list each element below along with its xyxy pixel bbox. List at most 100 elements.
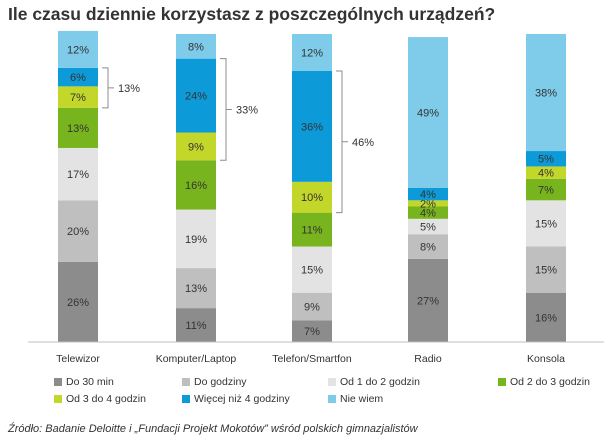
data-label: 5% xyxy=(420,222,436,234)
data-label: 13% xyxy=(67,123,89,135)
bar-segment-telewizor-nie-wiem xyxy=(58,30,98,68)
legend-swatch xyxy=(54,378,62,386)
bar-segment-telefon-smartfon-od-2-do-3-godzin xyxy=(292,212,332,247)
data-label: 27% xyxy=(417,295,439,307)
data-label: 7% xyxy=(304,326,320,338)
legend-item-od-3-do-4-godzin: Od 3 do 4 godzin xyxy=(54,393,182,405)
data-label: 17% xyxy=(67,169,89,181)
legend-item-od-2-do-3-godzin: Od 2 do 3 godzin xyxy=(498,376,599,388)
legend-item-wiecej-niz-4-godziny: Więcej niż 4 godziny xyxy=(182,393,328,405)
category-label: Telefon/Smartfon xyxy=(272,353,352,365)
data-label: 4% xyxy=(420,208,436,220)
bar-segment-telewizor-od-2-do-3-godzin xyxy=(58,107,98,148)
bar-segment-komputer-laptop-do-30-min xyxy=(176,308,216,342)
bar-segment-telefon-smartfon-od-3-do-4-godzin xyxy=(292,181,332,213)
bar-segment-telewizor-do-30-min xyxy=(58,261,98,342)
bar-segment-radio-od-1-do-2-godzin xyxy=(408,218,448,235)
data-label: 16% xyxy=(185,180,207,192)
bracket-telefon-smartfon xyxy=(336,70,348,214)
data-label: 4% xyxy=(420,189,436,201)
bar-segment-radio-od-3-do-4-godzin xyxy=(408,200,448,207)
data-label: 15% xyxy=(535,265,557,277)
data-label: 19% xyxy=(185,234,207,246)
data-label: 6% xyxy=(70,72,86,84)
bar-segment-telefon-smartfon-do-godziny xyxy=(292,292,332,321)
category-label: Radio xyxy=(414,353,442,365)
data-label: 11% xyxy=(301,225,322,237)
bar-segment-komputer-laptop-nie-wiem xyxy=(176,34,216,59)
data-label: 2% xyxy=(420,198,436,210)
legend-item-do-30-min: Do 30 min xyxy=(54,376,182,388)
legend-item-od-1-do-2-godzin: Od 1 do 2 godzin xyxy=(328,376,498,388)
bracket-label: 13% xyxy=(118,83,140,95)
data-label: 11% xyxy=(185,320,206,332)
bar-segment-telefon-smartfon-nie-wiem xyxy=(292,34,332,71)
data-label: 15% xyxy=(301,265,323,277)
bar-segment-komputer-laptop-do-godziny xyxy=(176,268,216,309)
data-label: 38% xyxy=(535,88,557,100)
bracket-telewizor xyxy=(102,67,114,109)
legend-swatch xyxy=(54,395,62,403)
data-label: 49% xyxy=(417,108,439,120)
bar-segment-radio-do-30-min xyxy=(408,258,448,342)
data-label: 20% xyxy=(67,226,89,238)
bracket-label: 46% xyxy=(352,137,374,149)
data-label: 9% xyxy=(304,302,320,314)
category-label: Konsola xyxy=(527,353,565,365)
bracket-komputer-laptop xyxy=(220,58,232,161)
bar-segment-telewizor-wiecej-niz-4-godziny xyxy=(58,67,98,87)
data-label: 8% xyxy=(188,41,204,53)
legend-item-nie-wiem: Nie wiem xyxy=(328,393,498,405)
data-label: 24% xyxy=(185,91,207,103)
bar-segment-komputer-laptop-od-2-do-3-godzin xyxy=(176,160,216,210)
data-label: 15% xyxy=(535,218,557,230)
data-label: 12% xyxy=(67,44,89,56)
data-label: 4% xyxy=(538,168,554,180)
bar-segment-konsola-od-1-do-2-godzin xyxy=(526,200,566,247)
data-label: 13% xyxy=(185,283,207,295)
data-label: 8% xyxy=(420,242,436,254)
data-label: 26% xyxy=(67,297,89,309)
bar-segment-komputer-laptop-wiecej-niz-4-godziny xyxy=(176,58,216,133)
bar-segment-telefon-smartfon-wiecej-niz-4-godziny xyxy=(292,70,332,182)
legend-swatch xyxy=(182,395,190,403)
legend-item-do-godziny: Do godziny xyxy=(182,376,328,388)
data-label: 12% xyxy=(301,47,323,59)
bar-segment-konsola-wiecej-niz-4-godziny xyxy=(526,151,566,167)
bar-segment-radio-od-2-do-3-godzin xyxy=(408,206,448,219)
legend-label: Od 3 do 4 godzin xyxy=(66,393,146,405)
legend-swatch xyxy=(328,395,336,403)
bar-segment-telefon-smartfon-do-30-min xyxy=(292,320,332,342)
bar-segment-konsola-do-godziny xyxy=(526,246,566,293)
legend-label: Od 2 do 3 godzin xyxy=(510,376,590,388)
bar-segment-radio-do-godziny xyxy=(408,234,448,259)
category-label: Telewizor xyxy=(56,353,100,365)
bar-segment-konsola-od-3-do-4-godzin xyxy=(526,166,566,179)
data-label: 5% xyxy=(538,154,554,166)
bar-segment-telewizor-od-1-do-2-godzin xyxy=(58,147,98,201)
legend-label: Od 1 do 2 godzin xyxy=(340,376,420,388)
bar-segment-radio-nie-wiem xyxy=(408,37,448,188)
data-label: 10% xyxy=(301,192,323,204)
bar-segment-telewizor-do-godziny xyxy=(58,200,98,262)
bar-segment-komputer-laptop-od-1-do-2-godzin xyxy=(176,209,216,269)
source-note: Źródło: Badanie Deloitte i „Fundacji Pro… xyxy=(8,423,418,435)
data-label: 7% xyxy=(538,185,554,197)
chart-title: Ile czasu dziennie korzystasz z poszczeg… xyxy=(8,4,496,24)
bar-segment-konsola-do-30-min xyxy=(526,292,566,342)
category-label: Komputer/Laptop xyxy=(156,353,237,365)
data-label: 7% xyxy=(70,92,86,104)
data-label: 9% xyxy=(188,141,204,153)
legend-label: Do godziny xyxy=(194,376,247,388)
bar-segment-telewizor-od-3-do-4-godzin xyxy=(58,86,98,108)
legend: Do 30 min Do godziny Od 1 do 2 godzin Od 2 … xyxy=(54,376,599,405)
bar-segment-konsola-nie-wiem xyxy=(526,34,566,152)
legend-label: Do 30 min xyxy=(66,376,114,388)
legend-label: Więcej niż 4 godziny xyxy=(194,393,290,405)
legend-swatch xyxy=(328,378,336,386)
bar-segment-telefon-smartfon-od-1-do-2-godzin xyxy=(292,246,332,293)
bar-segment-radio-wiecej-niz-4-godziny xyxy=(408,188,448,201)
bar-segment-konsola-od-2-do-3-godzin xyxy=(526,178,566,201)
legend-label: Nie wiem xyxy=(340,393,384,405)
